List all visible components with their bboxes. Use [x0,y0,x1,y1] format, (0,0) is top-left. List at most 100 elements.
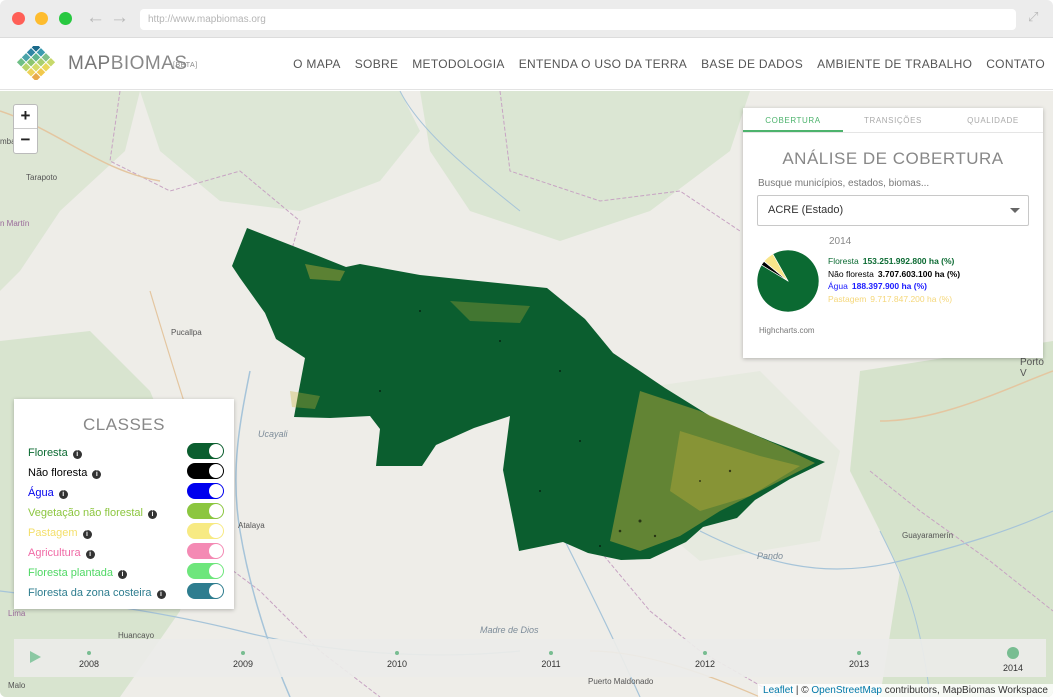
analysis-title: ANÁLISE DE COBERTURA [782,149,1004,168]
nav-ambiente-de-trabalho[interactable]: AMBIENTE DE TRABALHO [817,57,973,71]
chart-year: 2014 [829,236,852,247]
map-label-madre-de-dios: Madre de Dios [480,625,539,635]
nav-sobre[interactable]: SOBRE [354,57,399,71]
class-label: Vegetação não florestal [28,507,143,519]
timeline-dot [241,651,245,655]
region-select[interactable]: ACRE (Estado) [757,195,1029,226]
timeline-year-2013[interactable]: 2013 [839,651,879,669]
map-label-san-martin: n Martín [0,219,30,228]
address-bar[interactable]: http://www.mapbiomas.org [140,9,1016,30]
timeline-year-2009[interactable]: 2009 [223,651,263,669]
coverage-pie-chart[interactable] [755,248,821,314]
timeline-year-label: 2009 [232,659,254,669]
zoom-out-button[interactable]: − [20,130,31,149]
class-row-nao-floresta: Não floresta i [28,463,224,479]
class-toggle-floresta[interactable] [187,443,224,459]
info-icon[interactable]: i [85,550,95,559]
region-select-value: ACRE (Estado) [768,204,844,216]
close-window-button[interactable] [12,12,25,25]
timeline-dot [703,651,707,655]
highcharts-credit[interactable]: Highcharts.com [759,326,815,335]
leaflet-link[interactable]: Leaflet [763,685,794,696]
search-label: Busque municípios, estados, biomas... [758,178,930,189]
timeline-year-2010[interactable]: 2010 [377,651,417,669]
timeline-dot [1007,647,1019,659]
class-toggle-agricultura[interactable] [187,543,224,559]
nav-base-de-dados[interactable]: BASE DE DADOS [701,57,804,71]
map-label-atalaya: Atalaya [238,521,265,530]
class-row-floresta-plantada: Floresta plantada i [28,563,224,579]
timeline-year-2008[interactable]: 2008 [69,651,109,669]
legend-row-agua: Água 188.397.900 ha (%) [828,281,927,291]
timeline-year-2011[interactable]: 2011 [531,651,571,669]
zoom-in-button[interactable]: + [14,105,37,129]
map-label-guayaramerin: Guayaramerín [902,531,954,540]
map-label-porto-velho: Porto V [1020,357,1044,379]
tab-cobertura[interactable]: COBERTURA [743,108,843,132]
tab-transicoes[interactable]: TRANSIÇÕES [863,116,922,125]
map-label-malo: Malo [8,681,26,690]
map-label-ucayali: Ucayali [258,429,288,439]
maximize-window-button[interactable] [59,12,72,25]
minimize-window-button[interactable] [35,12,48,25]
class-label: Água [28,487,54,499]
info-icon[interactable]: i [156,590,166,599]
class-toggle-pastagem[interactable] [187,523,224,539]
class-row-agricultura: Agricultura i [28,543,224,559]
forward-arrow-icon[interactable]: → [110,7,129,28]
back-arrow-icon[interactable]: ← [86,7,105,28]
coverage-analysis-panel: COBERTURA TRANSIÇÕES QUALIDADE ANÁLISE D… [743,108,1043,358]
class-label: Floresta da zona costeira [28,587,152,599]
toggle-knob [209,484,223,498]
timeline-year-2014[interactable]: 2014 [993,647,1033,673]
toggle-knob [209,464,223,478]
brand-name[interactable]: MAPBIOMAS [68,53,188,74]
timeline-dot [87,651,91,655]
nav-metodologia[interactable]: METODOLOGIA [412,57,505,71]
class-row-agua: Água i [28,483,224,499]
nav-contato[interactable]: CONTATO [986,57,1045,71]
mapbiomas-logo-icon[interactable] [14,46,58,80]
timeline-dot [857,651,861,655]
class-row-pastagem: Pastagem i [28,523,224,539]
classes-title: CLASSES [83,415,165,434]
expand-icon[interactable]: ⤢ [1028,9,1039,24]
class-toggle-floresta-zona-costeira[interactable] [187,583,224,599]
main-nav: O MAPA SOBRE METODOLOGIA ENTENDA O USO D… [293,57,1045,71]
info-icon[interactable]: i [72,450,82,459]
toggle-knob [209,444,223,458]
osm-link[interactable]: OpenStreetMap [811,685,882,696]
timeline-year-label: 2012 [694,659,716,669]
play-icon[interactable] [30,651,41,663]
info-icon[interactable]: i [147,510,157,519]
class-label: Floresta plantada [28,567,113,579]
site-header: MAPBIOMAS [BETA] O MAPA SOBRE METODOLOGI… [0,38,1053,90]
info-icon[interactable]: i [118,570,127,579]
class-toggle-nao-floresta[interactable] [187,463,224,479]
nav-o-mapa[interactable]: O MAPA [293,57,341,71]
map-label-huancayo: Huancayo [118,631,155,640]
attribution-text: contributors, MapBiomas Workspace [882,685,1048,696]
timeline-year-label: 2014 [1002,663,1024,673]
class-toggle-vegetacao-nao-florestal[interactable] [187,503,224,519]
info-icon[interactable]: i [58,490,68,499]
legend-row-pastagem: Pastagem 9.717.847.200 ha (%) [828,293,953,304]
tab-qualidade[interactable]: QUALIDADE [967,116,1019,125]
timeline-year-label: 2011 [541,659,561,669]
beta-badge: [BETA] [173,62,198,69]
class-label: Pastagem [28,527,78,539]
timeline-dot [549,651,553,655]
timeline-year-2012[interactable]: 2012 [685,651,725,669]
map-label-tarapoto: Tarapoto [26,173,58,182]
toggle-knob [209,524,223,538]
pie-slice-pastagem[interactable] [763,253,789,282]
class-toggle-agua[interactable] [187,483,224,499]
info-icon[interactable]: i [82,530,92,539]
timeline-dot [395,651,399,655]
map-label-pucallpa: Pucallpa [171,328,202,337]
map-canvas[interactable]: Tarapoto n Martín mba Pucallpa Ucayali A… [0,91,1053,697]
info-icon[interactable]: i [92,470,102,479]
class-toggle-floresta-plantada[interactable] [187,563,224,579]
nav-entenda-uso-terra[interactable]: ENTENDA O USO DA TERRA [518,57,688,71]
